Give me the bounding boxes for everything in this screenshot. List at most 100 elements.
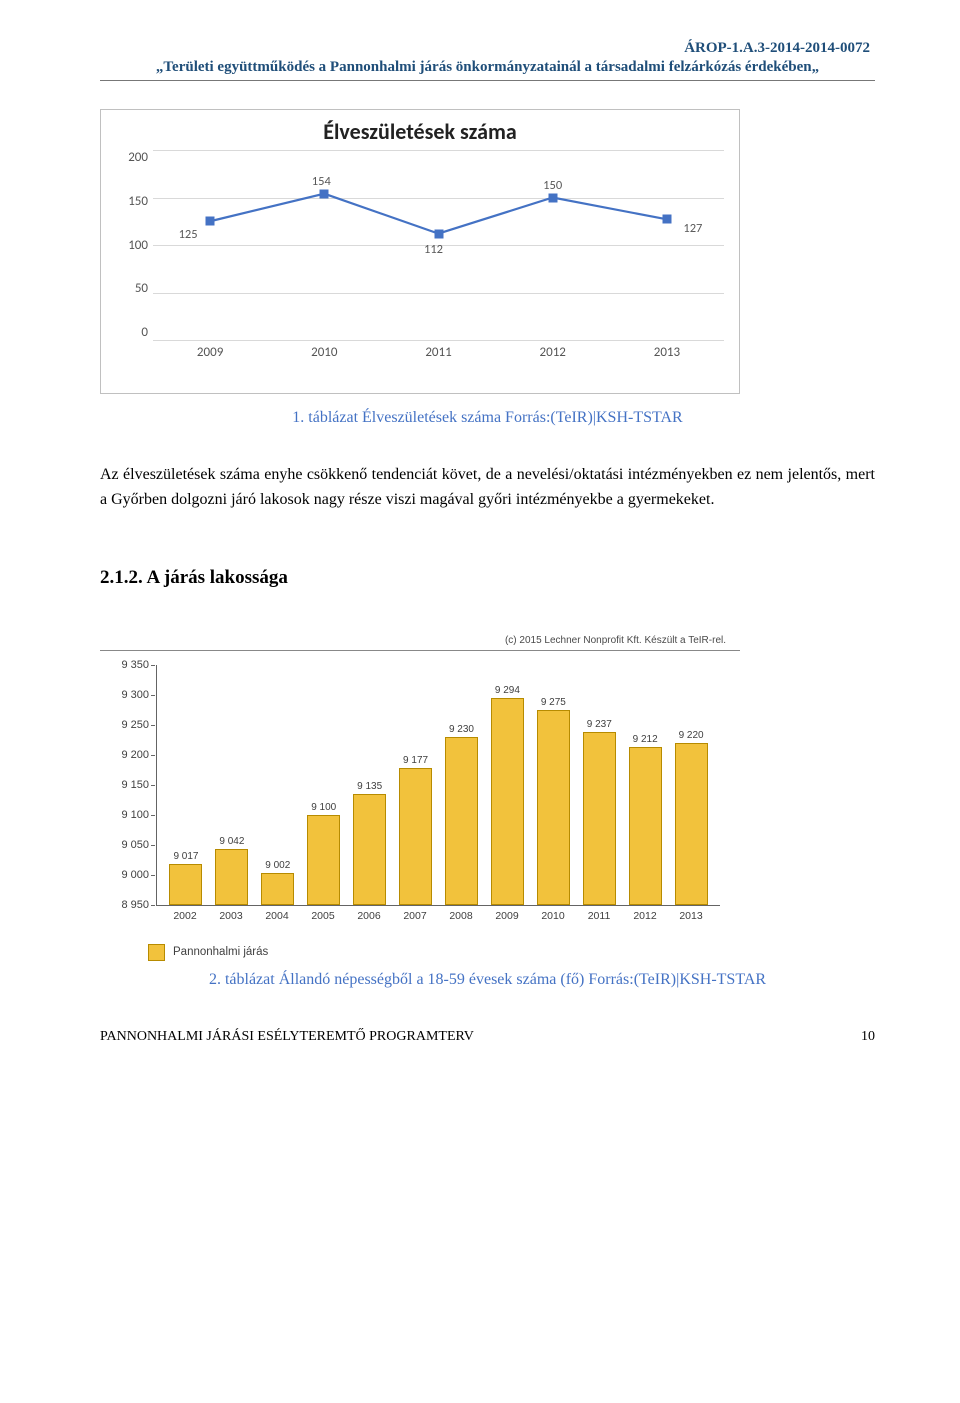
bar-chart-value-label: 9 237 — [587, 719, 612, 730]
bar-chart-bar — [629, 747, 662, 904]
line-chart-marker — [434, 229, 443, 238]
bar-chart-y-tick: 9 350 — [121, 659, 149, 671]
line-chart-x-axis: 20092010201120122013 — [153, 345, 724, 360]
bar-chart-column: 9 220 — [668, 665, 714, 905]
line-chart-y-axis: 200 150 100 50 0 — [116, 150, 153, 340]
footer-page-number: 10 — [861, 1029, 875, 1045]
line-chart-x-tick: 2011 — [381, 345, 495, 360]
line-chart-value-label: 125 — [179, 227, 198, 242]
bar-chart-x-tick: 2005 — [300, 910, 346, 922]
bar-chart-value-label: 9 100 — [311, 802, 336, 813]
y-tick: 100 — [128, 238, 148, 253]
bar-chart-population: (c) 2015 Lechner Nonprofit Kft. Készült … — [100, 629, 740, 961]
body-paragraph: Az élveszületések száma enyhe csökkenő t… — [100, 463, 875, 513]
bar-chart-column: 9 177 — [393, 665, 439, 905]
bar-chart-value-label: 9 275 — [541, 697, 566, 708]
bar-chart-x-tick: 2002 — [162, 910, 208, 922]
bar-chart-bar — [675, 743, 708, 905]
line-chart-value-label: 154 — [312, 174, 331, 189]
bar-chart-x-tick: 2009 — [484, 910, 530, 922]
y-tick: 200 — [128, 150, 148, 165]
bar-chart-x-tick: 2007 — [392, 910, 438, 922]
bar-chart-legend: Pannonhalmi járás — [148, 944, 740, 961]
bar-chart-value-label: 9 177 — [403, 755, 428, 766]
bar-chart-column: 9 212 — [622, 665, 668, 905]
bar-chart-y-tick: 9 300 — [121, 689, 149, 701]
bar-chart-x-tick: 2011 — [576, 910, 622, 922]
line-chart-title: Élveszületések száma — [116, 118, 724, 145]
bar-chart-x-tick: 2004 — [254, 910, 300, 922]
bar-chart-caption: 2. táblázat Állandó népességből a 18-59 … — [100, 971, 875, 989]
bar-chart-value-label: 9 294 — [495, 685, 520, 696]
section-heading: 2.1.2. A járás lakossága — [100, 567, 875, 589]
line-chart-value-label: 150 — [543, 178, 562, 193]
bar-chart-column: 9 042 — [209, 665, 255, 905]
line-chart-births: Élveszületések száma 200 150 100 50 0 12… — [100, 109, 740, 394]
legend-label: Pannonhalmi járás — [173, 946, 268, 958]
line-chart-x-tick: 2013 — [610, 345, 724, 360]
bar-chart-y-tick: 9 100 — [121, 809, 149, 821]
header-subtitle: „Területi együttműködés a Pannonhalmi já… — [100, 59, 875, 76]
line-chart-value-label: 112 — [424, 242, 443, 257]
bar-chart-bar — [353, 794, 386, 905]
line-chart-x-tick: 2009 — [153, 345, 267, 360]
bar-chart-y-tick: 9 050 — [121, 839, 149, 851]
bar-chart-x-axis: 2002200320042005200620072008200920102011… — [148, 906, 740, 922]
line-chart-caption: 1. táblázat Élveszületések száma Forrás:… — [100, 409, 875, 427]
bar-chart-column: 9 275 — [530, 665, 576, 905]
bar-chart-x-tick: 2010 — [530, 910, 576, 922]
bar-chart-plot-area: 9 017 9 042 9 002 9 100 9 135 9 177 9 230 9 294… — [156, 665, 720, 906]
page-footer: PANNONHALMI JÁRÁSI ESÉLYTEREMTŐ PROGRAMT… — [100, 1029, 875, 1045]
y-tick: 150 — [128, 194, 148, 209]
bar-chart-column: 9 135 — [347, 665, 393, 905]
bar-chart-x-tick: 2008 — [438, 910, 484, 922]
bar-chart-x-tick: 2003 — [208, 910, 254, 922]
bar-chart-bar — [307, 815, 340, 905]
bar-chart-column: 9 002 — [255, 665, 301, 905]
bar-chart-bar — [537, 710, 570, 905]
legend-swatch — [148, 944, 165, 961]
bar-chart-x-tick: 2006 — [346, 910, 392, 922]
bar-chart-value-label: 9 230 — [449, 724, 474, 735]
y-tick: 50 — [135, 281, 148, 296]
bar-chart-x-tick: 2013 — [668, 910, 714, 922]
bar-chart-bar — [261, 873, 294, 904]
bar-chart-y-tick: 9 000 — [121, 869, 149, 881]
bar-chart-column: 9 100 — [301, 665, 347, 905]
bar-chart-bar — [399, 768, 432, 904]
line-chart-marker — [662, 215, 671, 224]
line-chart-marker — [548, 193, 557, 202]
header-rule — [100, 80, 875, 81]
bar-chart-value-label: 9 042 — [219, 836, 244, 847]
bar-chart-x-tick: 2012 — [622, 910, 668, 922]
bar-chart-value-label: 9 002 — [265, 860, 290, 871]
footer-left: PANNONHALMI JÁRÁSI ESÉLYTEREMTŐ PROGRAMT… — [100, 1029, 474, 1045]
bar-chart-y-tick: 9 200 — [121, 749, 149, 761]
line-chart-marker — [206, 217, 215, 226]
bar-chart-value-label: 9 135 — [357, 781, 382, 792]
header-code: ÁROP-1.A.3-2014-2014-0072 — [100, 40, 875, 57]
line-chart-x-tick: 2012 — [496, 345, 610, 360]
line-chart-value-label: 127 — [683, 221, 702, 236]
bar-chart-column: 9 294 — [484, 665, 530, 905]
bar-chart-value-label: 9 017 — [173, 851, 198, 862]
line-chart-x-tick: 2010 — [267, 345, 381, 360]
bar-chart-copyright: (c) 2015 Lechner Nonprofit Kft. Készült … — [100, 629, 740, 651]
line-chart-marker — [320, 189, 329, 198]
bar-chart-bar — [583, 732, 616, 904]
bar-chart-y-tick: 9 250 — [121, 719, 149, 731]
bar-chart-value-label: 9 220 — [679, 730, 704, 741]
line-chart-plot-area: 125 154 112 150 127 — [153, 150, 724, 340]
bar-chart-y-tick: 8 950 — [121, 899, 149, 911]
bar-chart-bar — [445, 737, 478, 905]
bar-chart-column: 9 237 — [576, 665, 622, 905]
bar-chart-column: 9 230 — [439, 665, 485, 905]
bar-chart-bar — [169, 864, 202, 904]
bar-chart-y-tick: 9 150 — [121, 779, 149, 791]
bar-chart-bar — [215, 849, 248, 904]
y-tick: 0 — [141, 325, 148, 340]
bar-chart-column: 9 017 — [163, 665, 209, 905]
bar-chart-bar — [491, 698, 524, 904]
bar-chart-value-label: 9 212 — [633, 734, 658, 745]
bar-chart-y-axis: 9 3509 3009 2509 2009 1509 1009 0509 000… — [108, 665, 156, 905]
